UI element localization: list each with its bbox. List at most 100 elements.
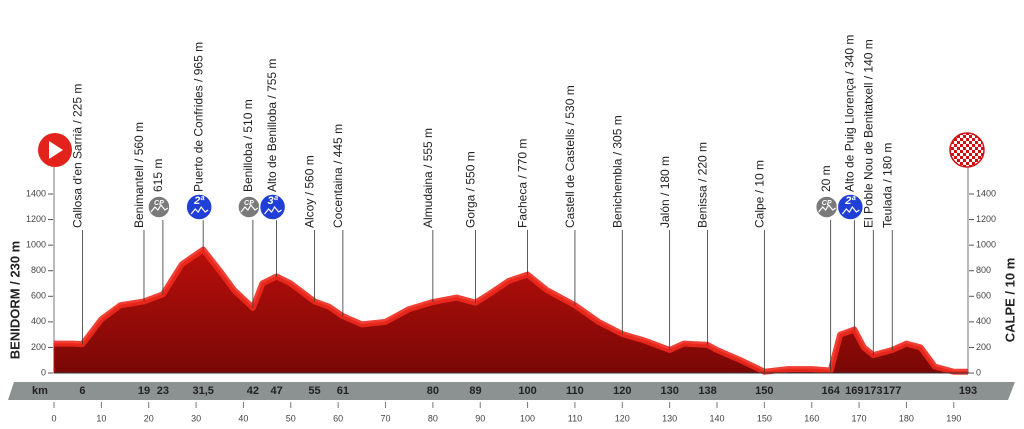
x-tick-label: 30 [191, 413, 201, 423]
badge-text: 2ª [844, 195, 856, 207]
y-tick-label: 400 [31, 316, 46, 326]
x-tick-label: 80 [428, 413, 438, 423]
y2-tick-label: 200 [976, 342, 991, 352]
y2-tick-label: 400 [976, 316, 991, 326]
y2-tick-label: 1200 [976, 214, 996, 224]
waypoint-km: 130 [660, 385, 678, 397]
y-tick-label: 800 [31, 265, 46, 275]
y-tick-label: 1000 [26, 240, 46, 250]
start-icon [38, 133, 72, 167]
x-tick-label: 10 [96, 413, 106, 423]
waypoint-label: Almudaina / 555 m [421, 128, 435, 228]
waypoint-label: Benilloba / 510 m [241, 99, 255, 192]
waypoint-km: 89 [469, 385, 481, 397]
waypoint-km: 138 [698, 385, 716, 397]
x-tick-label: 50 [286, 413, 296, 423]
y2-tick-label: 1000 [976, 240, 996, 250]
waypoint-label: Castell de Castells / 530 m [563, 85, 577, 228]
badge-mountain [190, 205, 209, 215]
badge-mountain [841, 205, 860, 215]
y-tick-label: 200 [31, 342, 46, 352]
km-band [8, 382, 1015, 400]
x-tick-label: 70 [380, 413, 390, 423]
badge-text: 3ª [267, 195, 278, 207]
waypoint-km: 31,5 [192, 385, 213, 397]
y2-tick-label: 0 [976, 367, 981, 377]
x-tick-label: 20 [144, 413, 154, 423]
waypoint-label: Facheca / 770 m [516, 139, 530, 228]
waypoint-label: Jalón / 180 m [658, 156, 672, 228]
x-tick-label: 90 [475, 413, 485, 423]
x-tick-label: 140 [709, 413, 724, 423]
finish-icon [949, 132, 985, 168]
waypoint-label: 20 m [819, 165, 833, 192]
km-unit: km [32, 385, 48, 397]
elevation-ridge [54, 246, 968, 375]
y2-tick-label: 1400 [976, 188, 996, 198]
waypoint-km: 164 [821, 385, 840, 397]
y-tick-label: 600 [31, 291, 46, 301]
y-tick-label: 0 [41, 367, 46, 377]
waypoint-km: 61 [337, 385, 349, 397]
waypoint-label: Benissa / 220 m [696, 142, 710, 228]
x-tick-label: 40 [238, 413, 248, 423]
category-badge [147, 195, 171, 219]
x-tick-label: 0 [51, 413, 56, 423]
waypoint-km: 55 [308, 385, 320, 397]
badge-mountain [150, 203, 169, 213]
y2-tick-label: 800 [976, 265, 991, 275]
badge-mountain [264, 205, 282, 215]
waypoint-km: 23 [157, 385, 169, 397]
x-tick-label: 180 [899, 413, 914, 423]
waypoint-label: Callosa d'en Sarrià / 225 m [71, 84, 85, 228]
waypoint-label: Alto de Puig Llorença / 340 m [843, 35, 857, 192]
x-tick-label: 160 [804, 413, 819, 423]
x-tick-label: 130 [662, 413, 677, 423]
x-tick-label: 60 [333, 413, 343, 423]
waypoint-label: El Poble Nou de Benitatxell / 140 m [861, 39, 875, 228]
category-badge [836, 193, 865, 221]
waypoint-label: Benimantell / 560 m [132, 122, 146, 228]
x-tick-label: 100 [520, 413, 535, 423]
waypoint-km: 19 [138, 385, 150, 397]
x-tick-label: 120 [615, 413, 630, 423]
x-tick-label: 110 [568, 413, 582, 423]
x-tick-label: 170 [852, 413, 867, 423]
badge-text: CP [822, 200, 832, 207]
waypoint-label: Teulada / 180 m [880, 143, 894, 228]
waypoint-km: 177 [883, 385, 901, 397]
waypoint-label: Calpe / 10 m [753, 160, 767, 228]
finish-label: CALPE / 10 m [1002, 258, 1017, 343]
waypoint-label: Benichembla / 305 m [610, 115, 624, 228]
waypoint-km: 80 [427, 385, 439, 397]
start-label: BENIDORM / 230 m [7, 241, 22, 359]
waypoint-label: Gorga / 550 m [464, 151, 478, 228]
x-tick-label: 150 [757, 413, 772, 423]
waypoint-km: 193 [959, 385, 977, 397]
badge-text: CP [154, 200, 164, 207]
waypoint-label: Puerto de Confrides / 965 m [191, 42, 205, 192]
badge-text: CP [244, 200, 254, 207]
category-badge [185, 193, 213, 221]
waypoint-km: 100 [518, 385, 536, 397]
waypoint-label: 615 m [151, 159, 165, 192]
waypoint-km: 6 [79, 385, 85, 397]
x-tick-label: 190 [946, 413, 961, 423]
waypoint-km: 173 [864, 385, 882, 397]
waypoint-km: 110 [566, 385, 584, 397]
waypoint-label: Cocentaina / 445 m [331, 124, 345, 228]
waypoint-km: 120 [613, 385, 631, 397]
waypoint-label: Alto de Benilloba / 755 m [265, 59, 279, 192]
waypoint-label: Alcoy / 560 m [303, 155, 317, 228]
badge-mountain [240, 203, 259, 213]
y2-tick-label: 600 [976, 291, 991, 301]
waypoint-km: 150 [755, 385, 773, 397]
waypoint-km: 42 [247, 385, 259, 397]
badge-text: 2ª [193, 195, 205, 207]
waypoint-km: 47 [270, 385, 282, 397]
badge-mountain [818, 203, 836, 213]
waypoint-km: 169 [845, 385, 863, 397]
y-tick-label: 1400 [26, 188, 46, 198]
y-tick-label: 1200 [26, 214, 46, 224]
